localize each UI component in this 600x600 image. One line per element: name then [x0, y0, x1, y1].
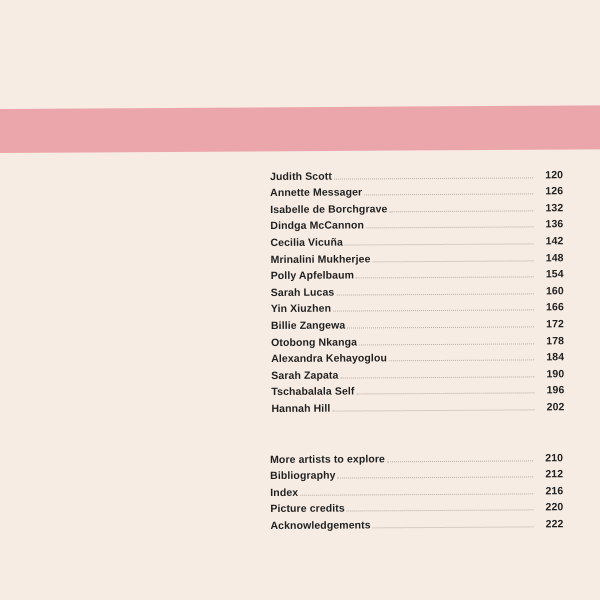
- dotted-leader: [340, 375, 535, 379]
- entry-title: Picture credits: [270, 502, 345, 516]
- contents-entry: Billie Zangewa 172: [271, 314, 564, 332]
- dotted-leader: [332, 408, 535, 412]
- contents-entry: Acknowledgements 222: [270, 514, 563, 532]
- entry-page-number: 154: [545, 268, 564, 281]
- entry-page-number: 196: [546, 384, 565, 397]
- dotted-leader: [356, 391, 535, 395]
- dotted-leader: [359, 341, 535, 345]
- entry-page-number: 142: [545, 235, 564, 248]
- contents-entry: Sarah Zapata 190: [271, 363, 565, 382]
- entry-title: Sarah Lucas: [270, 286, 335, 299]
- contents-entry: Index 216: [270, 480, 564, 499]
- entry-page-number: 132: [545, 201, 564, 215]
- contents-backmatter-list: More artists to explore 210 Bibliography 21…: [270, 447, 564, 532]
- entry-page-number: 220: [545, 501, 564, 514]
- dotted-leader: [336, 292, 534, 296]
- dotted-leader: [344, 242, 534, 246]
- entry-title: Bibliography: [270, 469, 336, 483]
- contents-entry: Sarah Lucas 160: [270, 280, 564, 299]
- entry-page-number: 184: [546, 351, 565, 364]
- entry-title: Otobong Nkanga: [271, 336, 358, 349]
- contents-entry: Mrinalini Mukherjee 148: [270, 247, 564, 266]
- contents-entry: Dindga McCannon 136: [270, 214, 564, 233]
- entry-page-number: 160: [545, 284, 564, 298]
- entry-page-number: 120: [545, 168, 564, 181]
- entry-title: Acknowledgements: [270, 519, 371, 532]
- entry-title: Alexandra Kehayoglou: [271, 352, 387, 366]
- contents-entry: Alexandra Kehayoglou 184: [271, 347, 564, 365]
- entry-title: Index: [270, 486, 299, 499]
- dotted-leader: [347, 325, 534, 329]
- contents-entry: Otobong Nkanga 178: [271, 330, 565, 349]
- dotted-leader: [300, 492, 534, 496]
- dotted-leader: [386, 458, 534, 462]
- entry-title: Billie Zangewa: [270, 319, 346, 332]
- entry-page-number: 190: [546, 367, 565, 381]
- dotted-leader: [372, 258, 534, 262]
- contents-artists-list: Judith Scott 120 Annette Messager 126 Isabel…: [270, 164, 565, 415]
- contents-entry: More artists to explore 210: [270, 447, 564, 466]
- dotted-leader: [333, 308, 534, 312]
- entry-title: Annette Messager: [270, 186, 363, 200]
- dotted-leader: [337, 475, 534, 479]
- dotted-leader: [366, 225, 534, 229]
- entry-page-number: 148: [545, 251, 564, 264]
- entry-page-number: 212: [545, 468, 564, 481]
- entry-title: Polly Apfelbaum: [270, 269, 355, 283]
- contents-entry: Yin Xiuzhen 166: [270, 297, 564, 316]
- contents-entry: Bibliography 212: [270, 464, 563, 482]
- pink-band: [0, 105, 600, 153]
- entry-page-number: 178: [546, 334, 565, 347]
- entry-page-number: 126: [545, 185, 564, 198]
- dotted-leader: [346, 508, 534, 512]
- entry-page-number: 136: [545, 218, 564, 231]
- dotted-leader: [364, 192, 534, 196]
- entry-title: Hannah Hill: [271, 402, 331, 415]
- contents-entry: Cecilia Vicuña 142: [270, 231, 563, 249]
- dotted-leader: [372, 525, 534, 529]
- contents-entry: Picture credits 220: [270, 497, 564, 516]
- entry-title: Cecilia Vicuña: [270, 236, 343, 249]
- dotted-leader: [388, 358, 535, 362]
- contents-entry: Polly Apfelbaum 154: [271, 264, 564, 282]
- entry-title: Sarah Zapata: [271, 369, 339, 382]
- dotted-leader: [356, 275, 534, 279]
- entry-title: Isabelle de Borchgrave: [270, 203, 388, 216]
- entry-page-number: 166: [546, 301, 564, 314]
- contents-entry: Tschabalala Self 196: [271, 380, 565, 399]
- entry-title: More artists to explore: [270, 452, 386, 466]
- entry-page-number: 202: [546, 401, 565, 414]
- entry-title: Tschabalala Self: [271, 385, 355, 399]
- contents-entry: Judith Scott 120: [270, 164, 564, 183]
- entry-page-number: 216: [545, 484, 564, 498]
- entry-title: Yin Xiuzhen: [270, 302, 332, 316]
- dotted-leader: [389, 209, 534, 213]
- contents-entry: Hannah Hill 202: [271, 397, 564, 415]
- dotted-leader: [333, 175, 534, 180]
- contents-entry: Isabelle de Borchgrave 132: [270, 197, 564, 216]
- entry-title: Mrinalini Mukherjee: [270, 252, 371, 266]
- entry-page-number: 210: [545, 451, 564, 464]
- entry-title: Dindga McCannon: [270, 219, 365, 233]
- entry-title: Judith Scott: [270, 170, 332, 183]
- entry-page-number: 222: [545, 518, 564, 531]
- contents-entry: Annette Messager 126: [270, 181, 563, 199]
- entry-page-number: 172: [546, 318, 565, 331]
